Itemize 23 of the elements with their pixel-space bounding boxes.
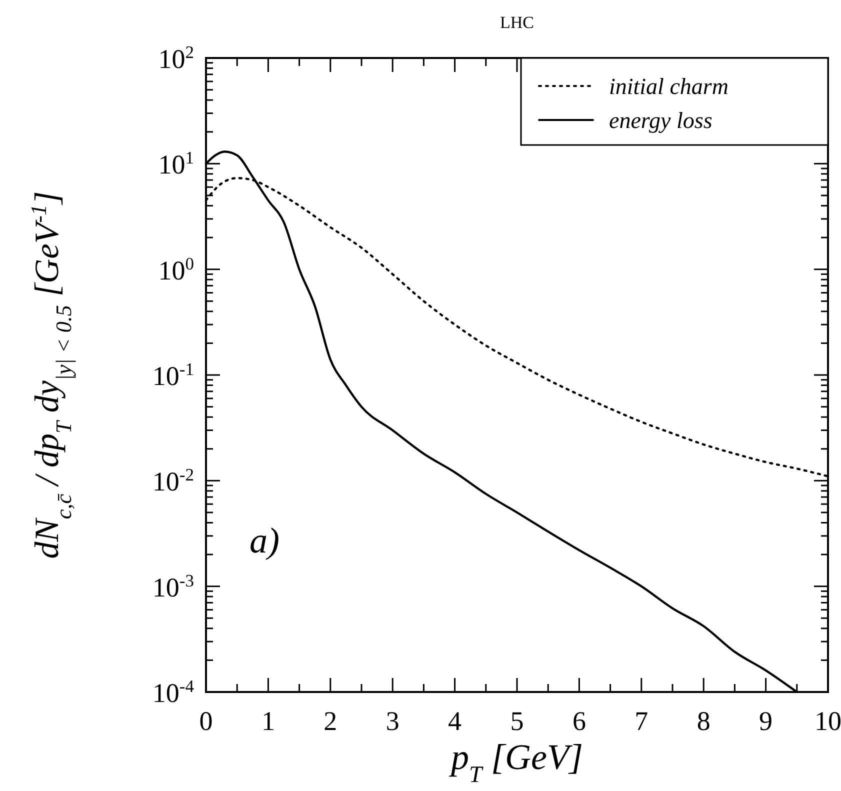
- x-tick-label: 5: [510, 706, 524, 736]
- x-tick-label: 10: [814, 706, 841, 736]
- x-tick-label: 0: [199, 706, 213, 736]
- x-tick-label: 1: [261, 706, 275, 736]
- x-tick-label: 7: [634, 706, 648, 736]
- chart-title: LHC: [500, 13, 534, 32]
- y-tick-label: 10$^{-4}$: [152, 676, 194, 708]
- y-tick-label: 10$^{-1}$: [152, 359, 194, 391]
- x-tick-label: 9: [759, 706, 773, 736]
- x-axis-title: p$_{T}$ [GeV]: [448, 737, 584, 788]
- x-tick-label: 8: [696, 706, 710, 736]
- y-tick-label: 10$^{2}$: [158, 42, 194, 74]
- y-tick-label: 10$^{1}$: [158, 148, 194, 180]
- y-tick-label: 10$^{-2}$: [152, 464, 194, 497]
- legend-label: energy loss: [609, 108, 712, 133]
- legend-label: initial charm: [609, 74, 728, 99]
- x-tick-label: 6: [572, 706, 586, 736]
- y-tick-label: 10$^{0}$: [158, 253, 194, 286]
- y-tick-label: 10$^{-3}$: [152, 570, 194, 602]
- x-tick-label: 4: [448, 706, 462, 736]
- x-tick-label: 3: [386, 706, 400, 736]
- x-tick-label: 2: [324, 706, 338, 736]
- annotation: a): [250, 520, 280, 561]
